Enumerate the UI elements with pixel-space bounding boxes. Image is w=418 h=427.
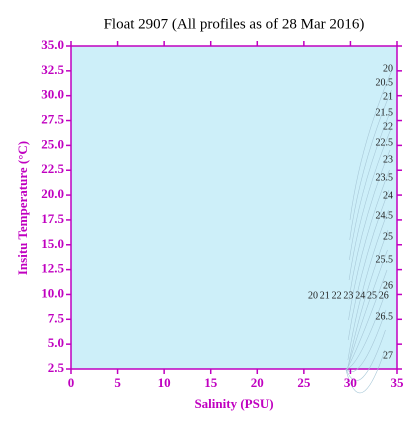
density-contour bbox=[345, 349, 386, 394]
contour-label: 21 bbox=[320, 290, 330, 301]
plot-area bbox=[70, 45, 398, 370]
contour-label: 20 bbox=[383, 63, 393, 74]
contour-label: 22 bbox=[332, 290, 342, 301]
contour-label: 25 bbox=[367, 290, 377, 301]
chart-title: Float 2907 (All profiles as of 28 Mar 20… bbox=[104, 16, 365, 32]
contour-label: 20 bbox=[308, 290, 318, 301]
x-axis-label: Salinity (PSU) bbox=[194, 396, 273, 411]
contour-label: 25 bbox=[383, 231, 393, 242]
contour-label: 26 bbox=[379, 290, 389, 301]
density-contour bbox=[349, 109, 392, 261]
contour-label: 20.5 bbox=[376, 77, 394, 88]
density-contour bbox=[347, 229, 389, 370]
y-tick-label: 2.5 bbox=[48, 360, 65, 375]
y-tick-label: 32.5 bbox=[41, 62, 64, 77]
x-tick-label: 5 bbox=[114, 375, 121, 390]
y-tick-label: 15.0 bbox=[41, 236, 64, 251]
density-contour bbox=[348, 149, 391, 301]
contour-label: 23.5 bbox=[376, 172, 394, 183]
y-tick-label: 35.0 bbox=[41, 37, 64, 52]
y-tick-label: 27.5 bbox=[41, 112, 64, 127]
density-contour bbox=[349, 89, 392, 241]
contour-label: 22 bbox=[383, 121, 393, 132]
contour-label: 22.5 bbox=[376, 137, 394, 148]
contour-label: 21.5 bbox=[376, 107, 394, 118]
contour-label: 21 bbox=[383, 91, 393, 102]
y-tick-label: 10.0 bbox=[41, 285, 64, 300]
density-contour bbox=[346, 289, 387, 370]
y-tick-label: 7.5 bbox=[48, 310, 65, 325]
density-contour bbox=[346, 269, 388, 370]
density-contour bbox=[347, 189, 390, 341]
contour-label: 24 bbox=[383, 190, 393, 201]
x-tick-label: 10 bbox=[158, 375, 171, 390]
x-tick-label: 30 bbox=[344, 375, 357, 390]
y-tick-label: 12.5 bbox=[41, 261, 64, 276]
density-contour bbox=[347, 249, 388, 370]
y-tick-label: 25.0 bbox=[41, 136, 64, 151]
y-tick-label: 17.5 bbox=[41, 211, 64, 226]
y-axis-label: Insitu Temperature (°C) bbox=[15, 141, 30, 275]
x-tick-label: 0 bbox=[68, 375, 75, 390]
x-tick-label: 35 bbox=[391, 375, 405, 390]
y-tick-label: 5.0 bbox=[48, 335, 64, 350]
contour-label: 26 bbox=[383, 280, 393, 291]
contour-label: 26.5 bbox=[376, 311, 394, 322]
contour-label: 24.5 bbox=[376, 210, 394, 221]
density-contour bbox=[345, 329, 386, 381]
contour-label: 25.5 bbox=[376, 254, 394, 265]
x-tick-label: 20 bbox=[251, 375, 264, 390]
contour-label: 23 bbox=[343, 290, 353, 301]
contour-label: 27 bbox=[383, 350, 393, 361]
density-contour bbox=[346, 309, 387, 373]
density-contour bbox=[348, 129, 391, 281]
x-tick-label: 15 bbox=[204, 375, 218, 390]
density-contour bbox=[348, 169, 390, 321]
contour-label: 24 bbox=[355, 290, 365, 301]
y-tick-label: 20.0 bbox=[41, 186, 64, 201]
y-tick-label: 22.5 bbox=[41, 161, 64, 176]
y-tick-label: 30.0 bbox=[41, 87, 64, 102]
density-contour bbox=[349, 69, 393, 221]
contour-label: 23 bbox=[383, 154, 393, 165]
density-contour bbox=[347, 209, 389, 361]
x-tick-label: 25 bbox=[297, 375, 311, 390]
